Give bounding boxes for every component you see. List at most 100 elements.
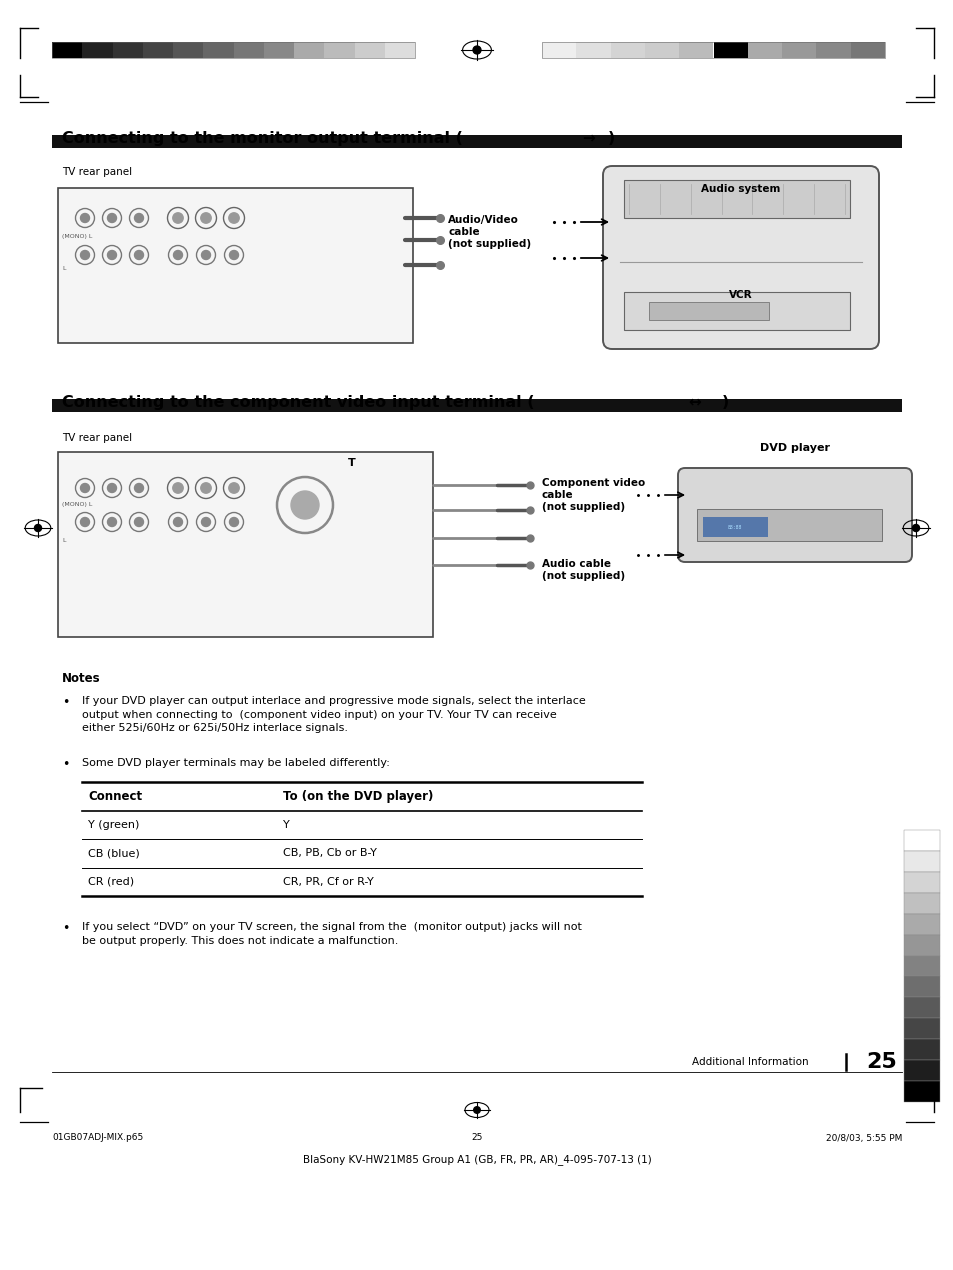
Circle shape bbox=[230, 250, 238, 259]
Text: CB (blue): CB (blue) bbox=[88, 848, 139, 859]
Circle shape bbox=[80, 484, 90, 493]
Text: T: T bbox=[348, 458, 355, 469]
Circle shape bbox=[172, 483, 183, 493]
Bar bbox=[713, 42, 747, 58]
Text: Notes: Notes bbox=[62, 672, 100, 685]
Circle shape bbox=[80, 517, 90, 527]
Text: Connect: Connect bbox=[88, 790, 142, 803]
Text: CB, PB, Cb or B-Y: CB, PB, Cb or B-Y bbox=[283, 848, 376, 859]
Bar bbox=[903, 1060, 939, 1081]
Bar bbox=[263, 42, 294, 58]
Circle shape bbox=[173, 517, 182, 527]
Bar bbox=[233, 42, 263, 58]
Bar bbox=[697, 509, 882, 541]
Bar bbox=[384, 42, 415, 58]
Text: Y (green): Y (green) bbox=[88, 819, 139, 829]
Circle shape bbox=[474, 1106, 479, 1114]
Text: ): ) bbox=[721, 395, 728, 409]
Circle shape bbox=[172, 213, 183, 224]
Circle shape bbox=[108, 484, 116, 493]
Circle shape bbox=[173, 250, 182, 259]
Bar bbox=[52, 399, 901, 411]
Bar bbox=[679, 42, 713, 58]
Bar bbox=[52, 42, 415, 58]
Bar bbox=[903, 1039, 939, 1060]
Text: TV rear panel: TV rear panel bbox=[62, 166, 132, 177]
Bar bbox=[903, 1019, 939, 1039]
Bar bbox=[203, 42, 233, 58]
Text: •: • bbox=[62, 758, 70, 771]
Text: (MONO) L: (MONO) L bbox=[62, 502, 92, 507]
Text: Y: Y bbox=[283, 819, 290, 829]
Text: Connecting to the component video input terminal (: Connecting to the component video input … bbox=[62, 395, 534, 409]
Bar bbox=[355, 42, 384, 58]
Text: 20/8/03, 5:55 PM: 20/8/03, 5:55 PM bbox=[824, 1134, 901, 1143]
Bar bbox=[702, 517, 767, 537]
Bar bbox=[903, 1081, 939, 1102]
Text: Connecting to the monitor output terminal (: Connecting to the monitor output termina… bbox=[62, 131, 462, 146]
Circle shape bbox=[108, 517, 116, 527]
Bar bbox=[143, 42, 172, 58]
Bar bbox=[623, 292, 849, 330]
Circle shape bbox=[229, 213, 239, 224]
Text: L: L bbox=[62, 265, 66, 271]
Circle shape bbox=[134, 517, 143, 527]
Text: 25: 25 bbox=[471, 1134, 482, 1143]
Text: 01GB07ADJ-MIX.p65: 01GB07ADJ-MIX.p65 bbox=[52, 1134, 143, 1143]
Bar bbox=[610, 42, 644, 58]
Bar bbox=[903, 893, 939, 913]
Bar bbox=[850, 42, 884, 58]
Bar bbox=[903, 851, 939, 871]
Text: BlaSony KV-HW21M85 Group A1 (GB, FR, PR, AR)_4-095-707-13 (1): BlaSony KV-HW21M85 Group A1 (GB, FR, PR,… bbox=[302, 1154, 651, 1166]
Text: VCR: VCR bbox=[728, 290, 752, 300]
Text: ↔: ↔ bbox=[687, 395, 700, 409]
Circle shape bbox=[201, 250, 211, 259]
Text: If your DVD player can output interlace and progressive mode signals, select the: If your DVD player can output interlace … bbox=[82, 696, 585, 733]
Bar bbox=[52, 42, 82, 58]
Circle shape bbox=[108, 250, 116, 259]
Circle shape bbox=[80, 250, 90, 259]
Bar bbox=[623, 180, 849, 218]
Bar bbox=[816, 42, 850, 58]
Text: →: → bbox=[581, 131, 594, 146]
Text: To (on the DVD player): To (on the DVD player) bbox=[283, 790, 433, 803]
Bar bbox=[644, 42, 679, 58]
Bar bbox=[112, 42, 143, 58]
Circle shape bbox=[201, 517, 211, 527]
Text: Component video
cable
(not supplied): Component video cable (not supplied) bbox=[541, 478, 644, 512]
Bar bbox=[903, 935, 939, 955]
Circle shape bbox=[108, 213, 116, 222]
Circle shape bbox=[291, 491, 318, 519]
Text: (MONO) L: (MONO) L bbox=[62, 234, 92, 239]
Text: ): ) bbox=[607, 131, 615, 146]
Bar bbox=[58, 188, 413, 343]
Text: 88:88: 88:88 bbox=[727, 525, 741, 530]
Text: •: • bbox=[62, 922, 70, 935]
Text: Additional Information: Additional Information bbox=[692, 1057, 808, 1067]
Bar bbox=[58, 452, 433, 638]
Bar bbox=[324, 42, 355, 58]
Bar bbox=[648, 302, 768, 320]
Circle shape bbox=[80, 213, 90, 222]
Circle shape bbox=[134, 250, 143, 259]
Text: 25: 25 bbox=[865, 1052, 897, 1072]
Text: CR, PR, Cf or R-Y: CR, PR, Cf or R-Y bbox=[283, 876, 374, 886]
Circle shape bbox=[34, 525, 42, 532]
Text: Audio system: Audio system bbox=[700, 184, 780, 194]
Text: L: L bbox=[62, 538, 66, 544]
Text: Audio/Video
cable
(not supplied): Audio/Video cable (not supplied) bbox=[448, 215, 531, 249]
Bar bbox=[541, 42, 576, 58]
Bar bbox=[576, 42, 610, 58]
Circle shape bbox=[200, 213, 211, 224]
Bar bbox=[903, 955, 939, 977]
Text: CR (red): CR (red) bbox=[88, 876, 134, 886]
Circle shape bbox=[911, 525, 919, 532]
Bar bbox=[52, 135, 901, 149]
Text: Audio cable
(not supplied): Audio cable (not supplied) bbox=[541, 559, 624, 582]
FancyBboxPatch shape bbox=[678, 469, 911, 563]
Bar bbox=[541, 42, 884, 58]
Circle shape bbox=[200, 483, 211, 493]
Bar bbox=[903, 977, 939, 997]
Text: TV rear panel: TV rear panel bbox=[62, 433, 132, 443]
Bar bbox=[903, 913, 939, 935]
